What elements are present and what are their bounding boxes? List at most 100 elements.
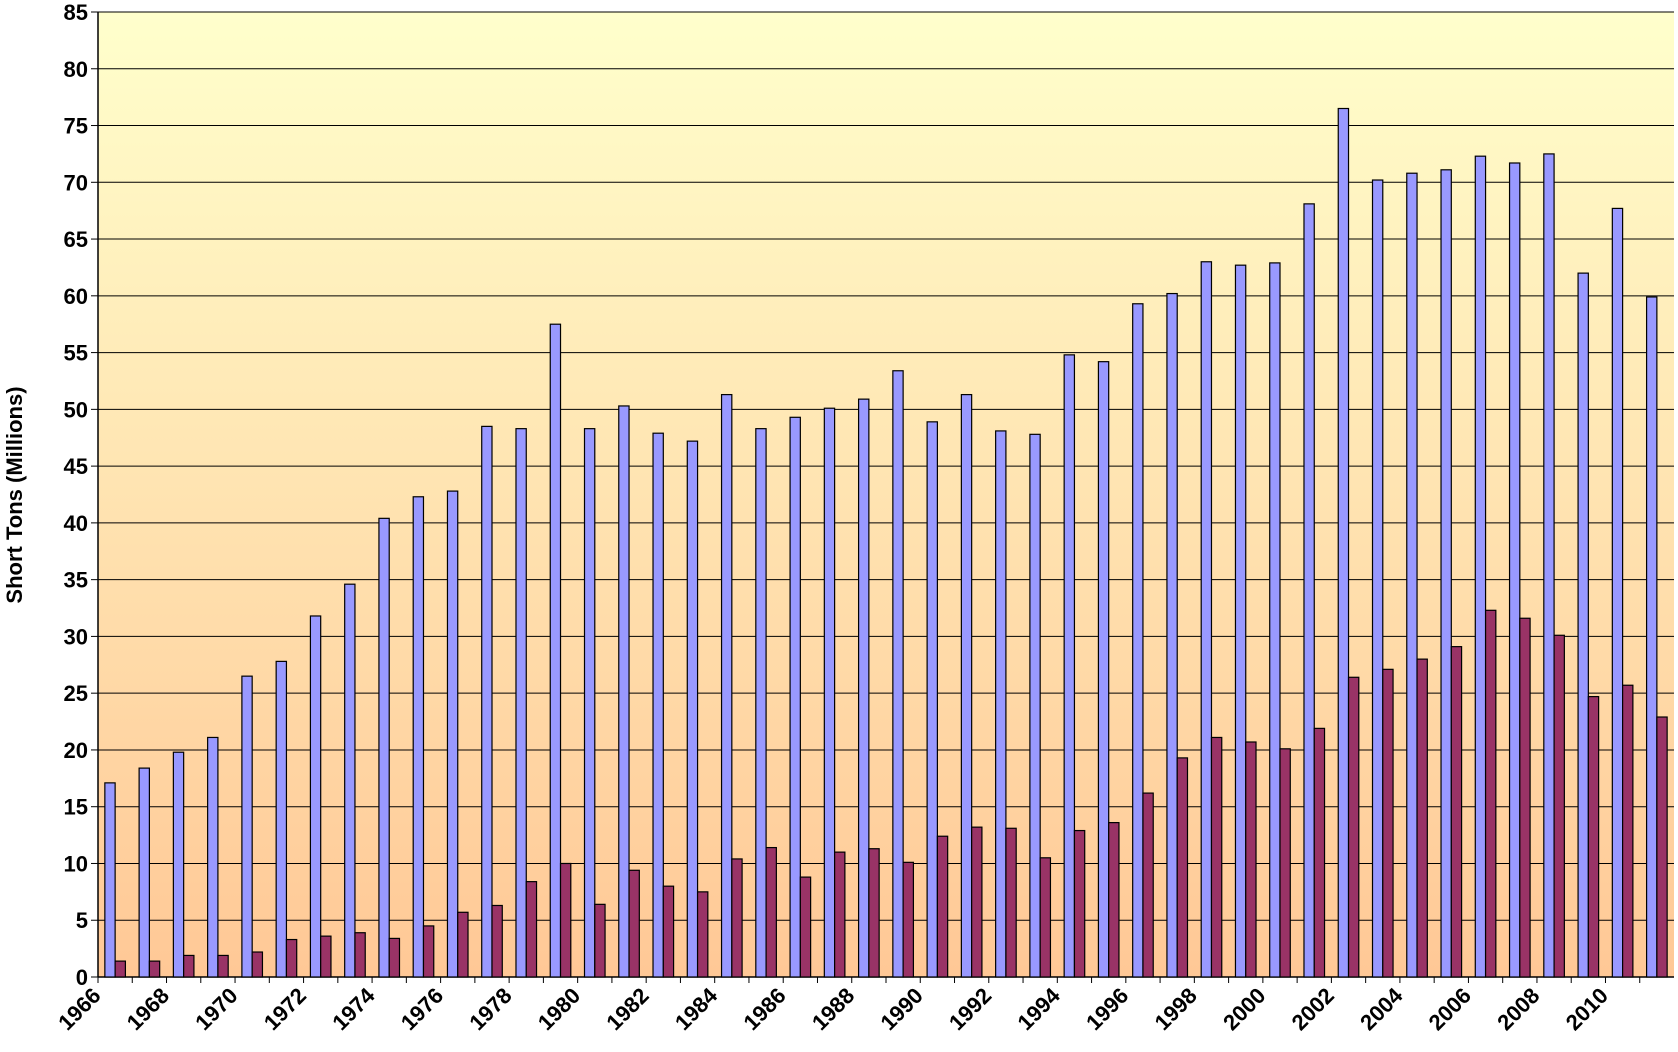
bar bbox=[1450, 646, 1463, 978]
bar bbox=[1347, 676, 1360, 978]
bar bbox=[446, 490, 459, 978]
bar bbox=[755, 428, 767, 978]
x-tick-label: 1968 bbox=[122, 983, 174, 1035]
bar bbox=[1245, 741, 1257, 978]
bar bbox=[995, 430, 1007, 978]
bar bbox=[1474, 155, 1487, 978]
bar bbox=[378, 517, 390, 978]
bar bbox=[823, 407, 836, 978]
x-tick-label: 2006 bbox=[1424, 983, 1476, 1035]
bar bbox=[583, 428, 596, 978]
bar bbox=[1063, 354, 1076, 978]
bar bbox=[515, 428, 527, 978]
y-tick-label: 50 bbox=[64, 397, 88, 422]
y-tick-label: 75 bbox=[64, 114, 88, 139]
bar bbox=[1029, 433, 1041, 978]
bar bbox=[275, 660, 288, 978]
bar bbox=[285, 938, 298, 978]
x-tick-label: 1970 bbox=[190, 983, 242, 1035]
bar bbox=[1269, 262, 1281, 978]
y-tick-label: 65 bbox=[64, 227, 88, 252]
bar bbox=[594, 903, 606, 978]
bar bbox=[902, 861, 915, 978]
x-tick-label: 2008 bbox=[1492, 983, 1544, 1035]
bar bbox=[1108, 821, 1120, 978]
x-tick-label: 2004 bbox=[1355, 982, 1408, 1035]
x-tick-label: 1992 bbox=[944, 983, 996, 1035]
bar bbox=[172, 751, 185, 978]
x-tick-label: 1998 bbox=[1150, 983, 1202, 1035]
bar bbox=[354, 932, 366, 978]
bar bbox=[892, 370, 904, 978]
x-tick-label: 1976 bbox=[396, 983, 448, 1035]
y-tick-label: 70 bbox=[64, 170, 88, 195]
bar bbox=[868, 848, 880, 978]
bar bbox=[686, 440, 699, 978]
y-axis-title: Short Tons (Millions) bbox=[2, 386, 27, 603]
bar bbox=[1484, 609, 1497, 978]
bar bbox=[1577, 272, 1589, 978]
bar bbox=[1622, 684, 1634, 978]
bar bbox=[1097, 361, 1110, 978]
bar bbox=[1313, 727, 1326, 978]
y-tick-label: 35 bbox=[64, 568, 88, 593]
bar bbox=[1519, 617, 1531, 978]
bar bbox=[1039, 857, 1052, 978]
y-tick-label: 20 bbox=[64, 738, 88, 763]
bar bbox=[1382, 668, 1394, 978]
x-tick-label: 2000 bbox=[1218, 983, 1270, 1035]
bar bbox=[1416, 658, 1428, 978]
bar bbox=[926, 421, 938, 978]
y-tick-label: 55 bbox=[64, 341, 88, 366]
bar bbox=[207, 736, 219, 978]
bar bbox=[960, 393, 973, 978]
bar bbox=[1279, 748, 1291, 978]
bar bbox=[1166, 292, 1178, 978]
bar bbox=[104, 782, 116, 978]
bar bbox=[652, 432, 664, 978]
y-tick-label: 10 bbox=[64, 851, 88, 876]
bar bbox=[344, 583, 356, 978]
x-tick-label: 1982 bbox=[601, 983, 653, 1035]
bar bbox=[1656, 716, 1668, 978]
bar bbox=[1553, 634, 1565, 978]
bar bbox=[559, 862, 572, 978]
bar bbox=[138, 767, 150, 978]
y-tick-label: 80 bbox=[64, 57, 88, 82]
bar bbox=[628, 869, 640, 978]
bar bbox=[857, 398, 870, 978]
bar bbox=[309, 615, 322, 978]
x-tick-label: 1974 bbox=[327, 982, 380, 1035]
bar bbox=[1073, 829, 1086, 978]
x-tick-label: 1990 bbox=[876, 983, 928, 1035]
bar bbox=[549, 323, 562, 978]
bar bbox=[481, 425, 493, 978]
bar bbox=[148, 960, 161, 978]
bar bbox=[1543, 153, 1555, 978]
bar bbox=[217, 954, 229, 978]
y-tick-label: 45 bbox=[64, 454, 88, 479]
bar bbox=[1142, 792, 1154, 978]
bar bbox=[388, 937, 401, 978]
x-tick-label: 1966 bbox=[53, 983, 105, 1035]
bar bbox=[114, 960, 127, 978]
bar bbox=[183, 954, 195, 978]
x-tick-label: 1996 bbox=[1081, 983, 1133, 1035]
x-tick-label: 2010 bbox=[1561, 983, 1613, 1035]
bar bbox=[241, 675, 253, 978]
y-tick-label: 30 bbox=[64, 624, 88, 649]
x-tick-label: 2002 bbox=[1287, 983, 1339, 1035]
bar bbox=[320, 935, 332, 978]
y-tick-label: 85 bbox=[64, 0, 88, 25]
bar bbox=[662, 885, 675, 978]
x-tick-label: 1988 bbox=[807, 983, 859, 1035]
bar bbox=[765, 846, 777, 978]
bar bbox=[799, 876, 812, 978]
bar bbox=[971, 826, 983, 978]
bar bbox=[936, 835, 949, 978]
bar bbox=[1406, 172, 1418, 978]
bar bbox=[1587, 695, 1600, 978]
x-tick-label: 1994 bbox=[1013, 982, 1066, 1035]
bar bbox=[720, 393, 733, 978]
x-tick-label: 1986 bbox=[738, 983, 790, 1035]
